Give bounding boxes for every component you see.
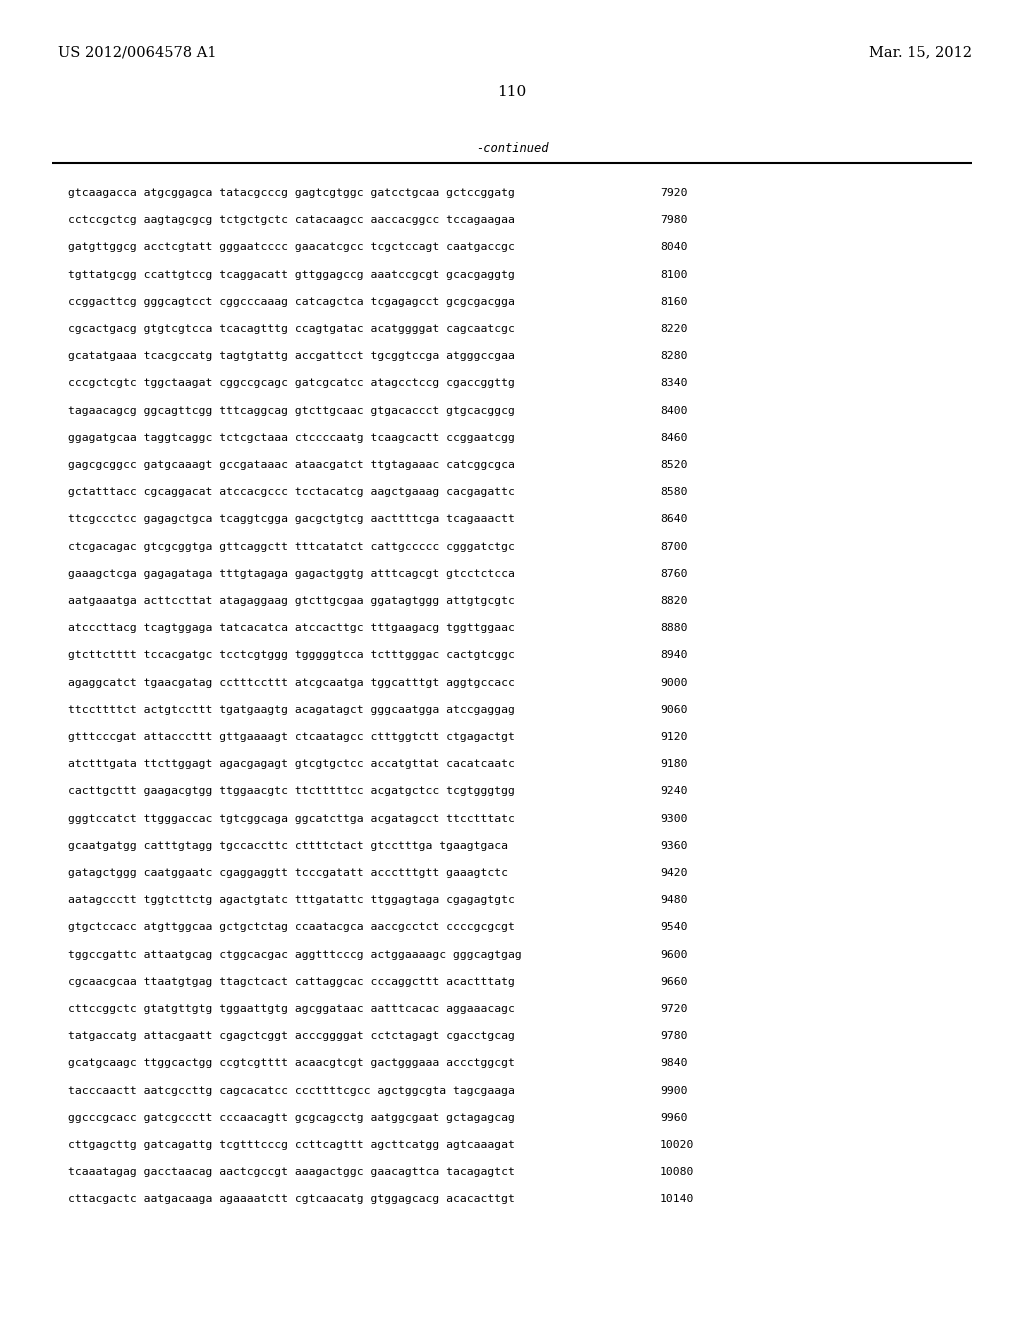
Text: 10020: 10020 bbox=[660, 1140, 694, 1150]
Text: 8700: 8700 bbox=[660, 541, 687, 552]
Text: ttcgccctcc gagagctgca tcaggtcgga gacgctgtcg aacttttcga tcagaaactt: ttcgccctcc gagagctgca tcaggtcgga gacgctg… bbox=[68, 515, 515, 524]
Text: 9240: 9240 bbox=[660, 787, 687, 796]
Text: gcatgcaagc ttggcactgg ccgtcgtttt acaacgtcgt gactgggaaa accctggcgt: gcatgcaagc ttggcactgg ccgtcgtttt acaacgt… bbox=[68, 1059, 515, 1068]
Text: tatgaccatg attacgaatt cgagctcggt acccggggat cctctagagt cgacctgcag: tatgaccatg attacgaatt cgagctcggt acccggg… bbox=[68, 1031, 515, 1041]
Text: 9000: 9000 bbox=[660, 677, 687, 688]
Text: 8100: 8100 bbox=[660, 269, 687, 280]
Text: 9840: 9840 bbox=[660, 1059, 687, 1068]
Text: 8580: 8580 bbox=[660, 487, 687, 498]
Text: 10080: 10080 bbox=[660, 1167, 694, 1177]
Text: gtcaagacca atgcggagca tatacgcccg gagtcgtggc gatcctgcaa gctccggatg: gtcaagacca atgcggagca tatacgcccg gagtcgt… bbox=[68, 187, 515, 198]
Text: cacttgcttt gaagacgtgg ttggaacgtc ttctttttcc acgatgctcc tcgtgggtgg: cacttgcttt gaagacgtgg ttggaacgtc ttctttt… bbox=[68, 787, 515, 796]
Text: ctcgacagac gtcgcggtga gttcaggctt tttcatatct cattgccccc cgggatctgc: ctcgacagac gtcgcggtga gttcaggctt tttcata… bbox=[68, 541, 515, 552]
Text: gtgctccacc atgttggcaa gctgctctag ccaatacgca aaccgcctct ccccgcgcgt: gtgctccacc atgttggcaa gctgctctag ccaatac… bbox=[68, 923, 515, 932]
Text: gtcttctttt tccacgatgc tcctcgtggg tgggggtcca tctttgggac cactgtcggc: gtcttctttt tccacgatgc tcctcgtggg tgggggt… bbox=[68, 651, 515, 660]
Text: US 2012/0064578 A1: US 2012/0064578 A1 bbox=[58, 45, 216, 59]
Text: 9120: 9120 bbox=[660, 733, 687, 742]
Text: 9060: 9060 bbox=[660, 705, 687, 715]
Text: 8820: 8820 bbox=[660, 597, 687, 606]
Text: atctttgata ttcttggagt agacgagagt gtcgtgctcc accatgttat cacatcaatc: atctttgata ttcttggagt agacgagagt gtcgtgc… bbox=[68, 759, 515, 770]
Text: aatagccctt tggtcttctg agactgtatc tttgatattc ttggagtaga cgagagtgtc: aatagccctt tggtcttctg agactgtatc tttgata… bbox=[68, 895, 515, 906]
Text: 9360: 9360 bbox=[660, 841, 687, 851]
Text: 8040: 8040 bbox=[660, 243, 687, 252]
Text: tagaacagcg ggcagttcgg tttcaggcag gtcttgcaac gtgacaccct gtgcacggcg: tagaacagcg ggcagttcgg tttcaggcag gtcttgc… bbox=[68, 405, 515, 416]
Text: cctccgctcg aagtagcgcg tctgctgctc catacaagcc aaccacggcc tccagaagaa: cctccgctcg aagtagcgcg tctgctgctc catacaa… bbox=[68, 215, 515, 226]
Text: tacccaactt aatcgccttg cagcacatcc cccttttcgcc agctggcgta tagcgaaga: tacccaactt aatcgccttg cagcacatcc ccctttt… bbox=[68, 1085, 515, 1096]
Text: 9780: 9780 bbox=[660, 1031, 687, 1041]
Text: 9600: 9600 bbox=[660, 949, 687, 960]
Text: atcccttacg tcagtggaga tatcacatca atccacttgc tttgaagacg tggttggaac: atcccttacg tcagtggaga tatcacatca atccact… bbox=[68, 623, 515, 634]
Text: 7980: 7980 bbox=[660, 215, 687, 226]
Text: 8460: 8460 bbox=[660, 433, 687, 442]
Text: tggccgattc attaatgcag ctggcacgac aggtttcccg actggaaaagc gggcagtgag: tggccgattc attaatgcag ctggcacgac aggtttc… bbox=[68, 949, 522, 960]
Text: gcaatgatgg catttgtagg tgccaccttc cttttctact gtcctttga tgaagtgaca: gcaatgatgg catttgtagg tgccaccttc cttttct… bbox=[68, 841, 508, 851]
Text: 8640: 8640 bbox=[660, 515, 687, 524]
Text: 8280: 8280 bbox=[660, 351, 687, 362]
Text: 7920: 7920 bbox=[660, 187, 687, 198]
Text: cttgagcttg gatcagattg tcgtttcccg ccttcagttt agcttcatgg agtcaaagat: cttgagcttg gatcagattg tcgtttcccg ccttcag… bbox=[68, 1140, 515, 1150]
Text: 9960: 9960 bbox=[660, 1113, 687, 1123]
Text: cttacgactc aatgacaaga agaaaatctt cgtcaacatg gtggagcacg acacacttgt: cttacgactc aatgacaaga agaaaatctt cgtcaac… bbox=[68, 1195, 515, 1204]
Text: tcaaatagag gacctaacag aactcgccgt aaagactggc gaacagttca tacagagtct: tcaaatagag gacctaacag aactcgccgt aaagact… bbox=[68, 1167, 515, 1177]
Text: 9900: 9900 bbox=[660, 1085, 687, 1096]
Text: gatagctggg caatggaatc cgaggaggtt tcccgatatt accctttgtt gaaagtctc: gatagctggg caatggaatc cgaggaggtt tcccgat… bbox=[68, 869, 508, 878]
Text: gggtccatct ttgggaccac tgtcggcaga ggcatcttga acgatagcct ttcctttatc: gggtccatct ttgggaccac tgtcggcaga ggcatct… bbox=[68, 813, 515, 824]
Text: cgcaacgcaa ttaatgtgag ttagctcact cattaggcac cccaggcttt acactttatg: cgcaacgcaa ttaatgtgag ttagctcact cattagg… bbox=[68, 977, 515, 987]
Text: gcatatgaaa tcacgccatg tagtgtattg accgattcct tgcggtccga atgggccgaa: gcatatgaaa tcacgccatg tagtgtattg accgatt… bbox=[68, 351, 515, 362]
Text: 8520: 8520 bbox=[660, 459, 687, 470]
Text: ggagatgcaa taggtcaggc tctcgctaaa ctccccaatg tcaagcactt ccggaatcgg: ggagatgcaa taggtcaggc tctcgctaaa ctcccca… bbox=[68, 433, 515, 442]
Text: 8760: 8760 bbox=[660, 569, 687, 578]
Text: 9720: 9720 bbox=[660, 1005, 687, 1014]
Text: cgcactgacg gtgtcgtcca tcacagtttg ccagtgatac acatggggat cagcaatcgc: cgcactgacg gtgtcgtcca tcacagtttg ccagtga… bbox=[68, 323, 515, 334]
Text: 8880: 8880 bbox=[660, 623, 687, 634]
Text: Mar. 15, 2012: Mar. 15, 2012 bbox=[869, 45, 972, 59]
Text: 8340: 8340 bbox=[660, 379, 687, 388]
Text: tgttatgcgg ccattgtccg tcaggacatt gttggagccg aaatccgcgt gcacgaggtg: tgttatgcgg ccattgtccg tcaggacatt gttggag… bbox=[68, 269, 515, 280]
Text: gctatttacc cgcaggacat atccacgccc tcctacatcg aagctgaaag cacgagattc: gctatttacc cgcaggacat atccacgccc tcctaca… bbox=[68, 487, 515, 498]
Text: 9420: 9420 bbox=[660, 869, 687, 878]
Text: gtttcccgat attacccttt gttgaaaagt ctcaatagcc ctttggtctt ctgagactgt: gtttcccgat attacccttt gttgaaaagt ctcaata… bbox=[68, 733, 515, 742]
Text: 9480: 9480 bbox=[660, 895, 687, 906]
Text: 8400: 8400 bbox=[660, 405, 687, 416]
Text: 8940: 8940 bbox=[660, 651, 687, 660]
Text: cccgctcgtc tggctaagat cggccgcagc gatcgcatcc atagcctccg cgaccggttg: cccgctcgtc tggctaagat cggccgcagc gatcgca… bbox=[68, 379, 515, 388]
Text: -continued: -continued bbox=[476, 141, 548, 154]
Text: cttccggctc gtatgttgtg tggaattgtg agcggataac aatttcacac aggaaacagc: cttccggctc gtatgttgtg tggaattgtg agcggat… bbox=[68, 1005, 515, 1014]
Text: 8160: 8160 bbox=[660, 297, 687, 306]
Text: 9540: 9540 bbox=[660, 923, 687, 932]
Text: ttccttttct actgtccttt tgatgaagtg acagatagct gggcaatgga atccgaggag: ttccttttct actgtccttt tgatgaagtg acagata… bbox=[68, 705, 515, 715]
Text: gagcgcggcc gatgcaaagt gccgataaac ataacgatct ttgtagaaac catcggcgca: gagcgcggcc gatgcaaagt gccgataaac ataacga… bbox=[68, 459, 515, 470]
Text: 8220: 8220 bbox=[660, 323, 687, 334]
Text: 9300: 9300 bbox=[660, 813, 687, 824]
Text: ccggacttcg gggcagtcct cggcccaaag catcagctca tcgagagcct gcgcgacgga: ccggacttcg gggcagtcct cggcccaaag catcagc… bbox=[68, 297, 515, 306]
Text: 9660: 9660 bbox=[660, 977, 687, 987]
Text: 110: 110 bbox=[498, 84, 526, 99]
Text: ggcccgcacc gatcgccctt cccaacagtt gcgcagcctg aatggcgaat gctagagcag: ggcccgcacc gatcgccctt cccaacagtt gcgcagc… bbox=[68, 1113, 515, 1123]
Text: aatgaaatga acttccttat atagaggaag gtcttgcgaa ggatagtggg attgtgcgtc: aatgaaatga acttccttat atagaggaag gtcttgc… bbox=[68, 597, 515, 606]
Text: gatgttggcg acctcgtatt gggaatcccc gaacatcgcc tcgctccagt caatgaccgc: gatgttggcg acctcgtatt gggaatcccc gaacatc… bbox=[68, 243, 515, 252]
Text: agaggcatct tgaacgatag cctttccttt atcgcaatga tggcatttgt aggtgccacc: agaggcatct tgaacgatag cctttccttt atcgcaa… bbox=[68, 677, 515, 688]
Text: 9180: 9180 bbox=[660, 759, 687, 770]
Text: gaaagctcga gagagataga tttgtagaga gagactggtg atttcagcgt gtcctctcca: gaaagctcga gagagataga tttgtagaga gagactg… bbox=[68, 569, 515, 578]
Text: 10140: 10140 bbox=[660, 1195, 694, 1204]
